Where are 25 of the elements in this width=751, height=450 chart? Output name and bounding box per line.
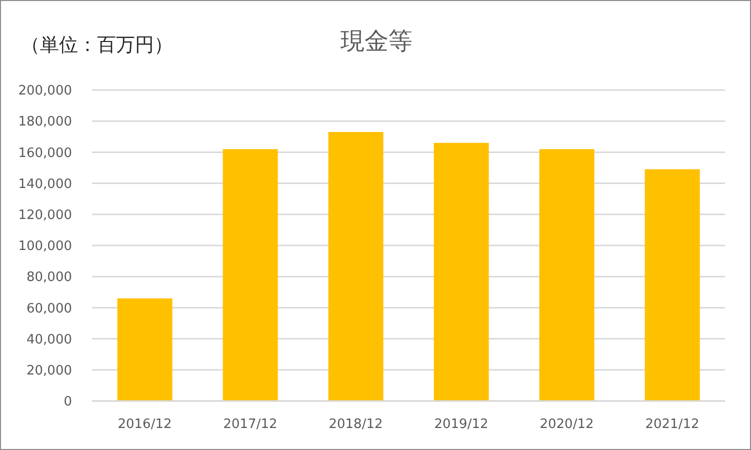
chart-title: 現金等 — [340, 27, 412, 55]
x-tick-label: 2017/12 — [223, 417, 278, 432]
bar — [328, 132, 384, 401]
y-tick-label: 160,000 — [18, 146, 72, 161]
bar — [644, 169, 700, 401]
y-tick-label: 180,000 — [18, 114, 72, 130]
x-tick-label: 2020/12 — [540, 417, 594, 432]
y-tick-label: 200,000 — [18, 84, 72, 99]
y-tick-label: 140,000 — [18, 176, 72, 192]
y-tick-label: 80,000 — [26, 270, 72, 286]
bar — [222, 149, 278, 401]
y-tick-label: 20,000 — [26, 364, 72, 379]
y-tick-label: 100,000 — [18, 239, 72, 254]
y-axis-title: （単位：百万円） — [21, 34, 173, 56]
y-tick-label: 0 — [64, 394, 72, 410]
y-tick-label: 60,000 — [26, 301, 72, 316]
x-tick-label: 2018/12 — [328, 417, 383, 432]
x-tick-label: 2021/12 — [645, 417, 700, 432]
bar — [539, 149, 594, 401]
y-tick-label: 40,000 — [26, 332, 72, 348]
y-tick-label: 120,000 — [18, 208, 72, 224]
bar — [434, 142, 489, 401]
bar — [117, 298, 172, 401]
x-tick-label: 2016/12 — [118, 417, 172, 432]
x-tick-label: 2019/12 — [434, 417, 488, 432]
